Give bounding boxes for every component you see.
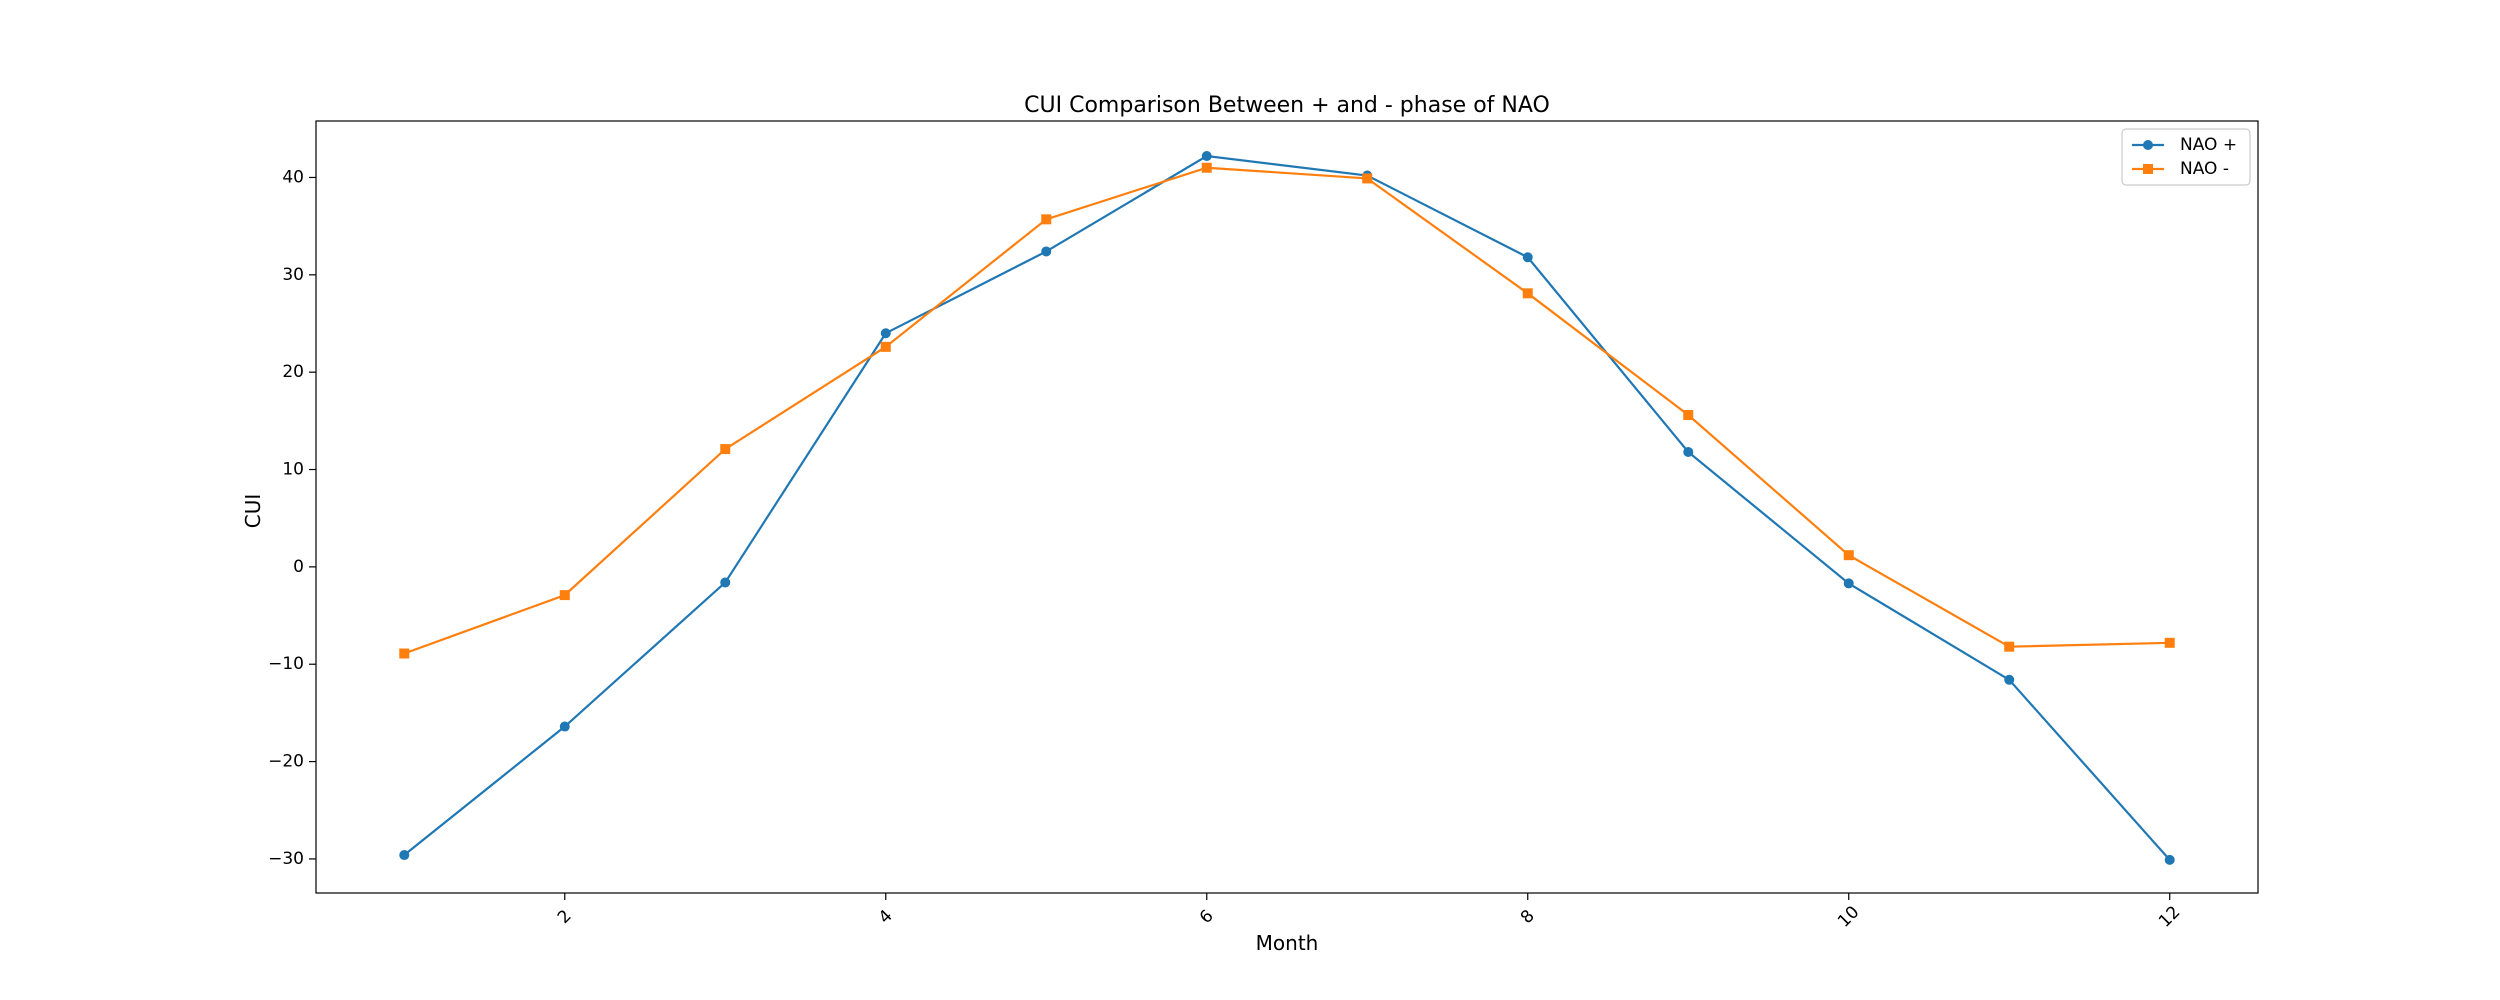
data-point (1522, 288, 1533, 299)
series-1 (399, 151, 2175, 865)
data-point (880, 341, 891, 352)
x-tick-label: 4 (875, 906, 897, 928)
x-tick-label: 2 (554, 906, 576, 928)
data-point (2164, 854, 2175, 865)
y-tick-label: −20 (268, 752, 304, 772)
data-point (399, 648, 410, 659)
data-point (2004, 674, 2015, 685)
data-point (880, 328, 891, 339)
data-point (2004, 641, 2015, 652)
data-point (1201, 151, 1212, 162)
data-point (1683, 410, 1694, 421)
series-line (403, 166, 2170, 655)
data-point (399, 850, 410, 861)
data-point (1843, 550, 1854, 561)
legend-label: NAO + (2180, 135, 2237, 155)
legend: NAO + NAO - (2121, 128, 2251, 186)
legend-item: NAO - (2132, 159, 2229, 179)
legend-marker (2143, 140, 2153, 150)
data-point (1041, 214, 1052, 225)
data-point (1201, 162, 1212, 173)
data-point (2164, 637, 2175, 648)
series-layer (399, 151, 2175, 865)
x-tick-label: 6 (1196, 906, 1218, 928)
y-axis-title: CUI (241, 494, 265, 529)
y-tick-label: 30 (282, 265, 304, 285)
plot-area (315, 120, 2259, 894)
x-tick-label: 12 (2155, 902, 2184, 931)
data-point (1041, 246, 1052, 257)
legend-label: NAO - (2180, 159, 2229, 179)
data-point (1522, 252, 1533, 263)
y-tick-label: −30 (268, 849, 304, 869)
chart-title: CUI Comparison Between + and - phase of … (1024, 93, 1550, 118)
data-point (1843, 578, 1854, 589)
y-axis: −30 −20 −10 0 10 20 30 40 (268, 167, 316, 869)
data-point (1683, 446, 1694, 457)
legend-frame (2121, 128, 2251, 186)
data-point (720, 577, 731, 588)
legend-item: NAO + (2132, 135, 2237, 155)
plot-frame (315, 120, 2259, 894)
x-tick-label: 10 (1834, 902, 1863, 931)
legend-marker (2143, 164, 2153, 174)
y-tick-label: 40 (282, 167, 304, 187)
y-tick-label: −10 (268, 654, 304, 674)
y-tick-label: 20 (282, 362, 304, 382)
series-2 (399, 162, 2175, 659)
data-point (559, 590, 570, 601)
y-tick-label: 0 (293, 557, 304, 577)
series-line (403, 154, 2171, 861)
x-axis-title: Month (1256, 931, 1319, 955)
data-point (559, 721, 570, 732)
x-tick-label: 8 (1517, 906, 1539, 928)
y-tick-label: 10 (282, 460, 304, 480)
data-point (1362, 173, 1373, 184)
x-axis: 2 4 6 8 10 12 (554, 893, 2184, 932)
data-point (720, 444, 731, 455)
